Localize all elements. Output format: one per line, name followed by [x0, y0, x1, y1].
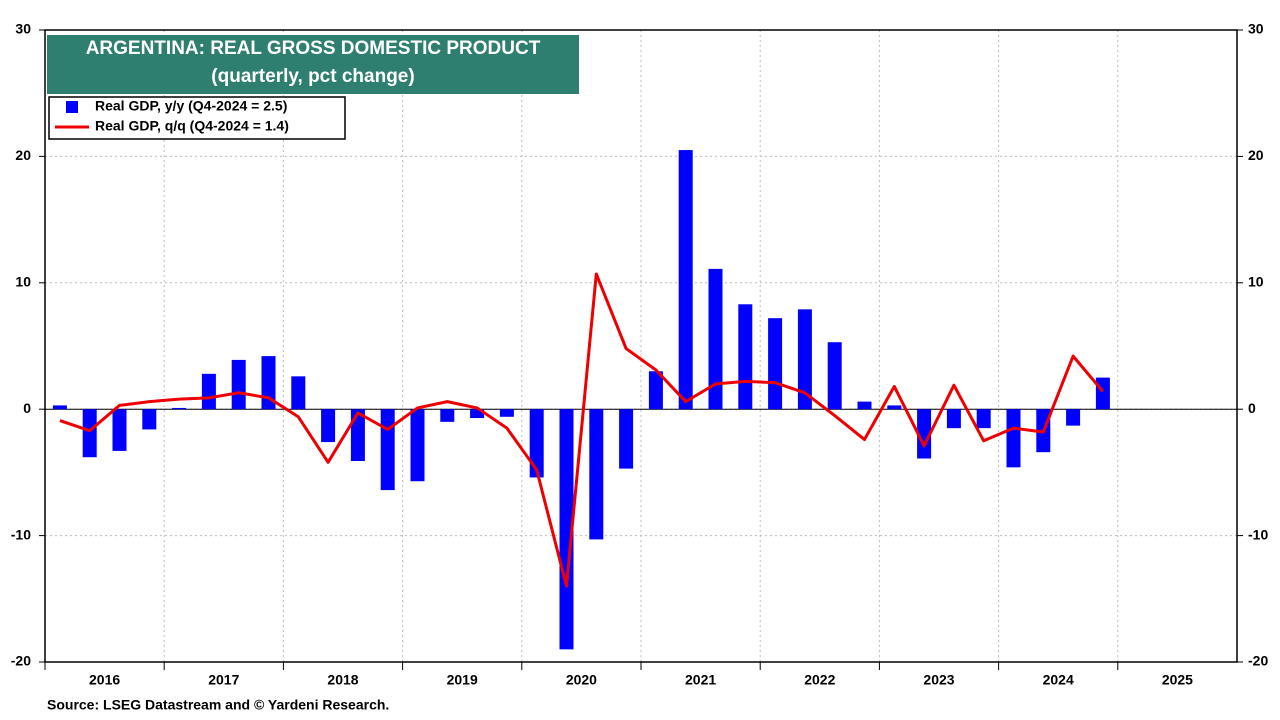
bar — [976, 409, 991, 429]
bar — [946, 409, 961, 429]
x-tick-label: 2016 — [89, 672, 120, 688]
bar — [1066, 409, 1081, 426]
legend-label: Real GDP, y/y (Q4-2024 = 2.5) — [95, 98, 287, 114]
source: Source: LSEG Datastream and © Yardeni Re… — [47, 697, 389, 713]
x-tick-label: 2025 — [1162, 672, 1193, 688]
x-tick-label: 2020 — [566, 672, 597, 688]
bar — [738, 304, 753, 410]
bar — [619, 409, 634, 469]
bar — [589, 409, 604, 540]
x-tick-label: 2022 — [804, 672, 835, 688]
y2-tick-label: 30 — [1248, 21, 1264, 37]
y2-tick-label: 0 — [1248, 400, 1256, 416]
line — [59, 272, 1105, 588]
bar — [52, 405, 67, 410]
bar — [827, 342, 842, 410]
bar — [648, 371, 663, 410]
x-tick-label: 2019 — [447, 672, 478, 688]
y2-tick-label: -10 — [1248, 526, 1268, 542]
y-tick-label: 0 — [23, 400, 31, 416]
x-tick-label: 2024 — [1043, 672, 1074, 688]
bar — [857, 401, 872, 410]
legend-label: Real GDP, q/q (Q4-2024 = 1.4) — [95, 118, 289, 134]
bar — [350, 409, 365, 462]
bar — [380, 409, 395, 491]
y-tick-label: -10 — [11, 526, 31, 542]
bar — [559, 409, 574, 650]
y-tick-label: 30 — [15, 21, 31, 37]
bar — [1006, 409, 1021, 468]
x-tick-label: 2021 — [685, 672, 716, 688]
bar — [470, 409, 485, 419]
bar — [321, 409, 336, 443]
chart-subtitle: (quarterly, pct change) — [211, 66, 414, 87]
x-tick-label: 2018 — [327, 672, 358, 688]
y2-tick-label: 10 — [1248, 274, 1264, 290]
bar — [768, 318, 783, 410]
bar — [529, 409, 544, 478]
bar — [678, 150, 693, 410]
bar — [797, 309, 812, 410]
legend-box — [48, 96, 346, 140]
y-tick-label: -20 — [11, 653, 31, 669]
bar — [499, 409, 514, 417]
x-tick-label: 2017 — [208, 672, 239, 688]
y2-tick-label: -20 — [1248, 653, 1268, 669]
bar — [82, 409, 97, 458]
bar — [142, 409, 157, 430]
bar — [231, 359, 246, 410]
bar — [440, 409, 455, 422]
bar — [112, 409, 127, 451]
plot-frame — [44, 29, 1238, 663]
bar — [172, 407, 187, 410]
y2-tick-label: 20 — [1248, 147, 1264, 163]
bar — [291, 376, 306, 410]
bar — [1095, 377, 1110, 410]
chart-title: ARGENTINA: REAL GROSS DOMESTIC PRODUCT — [86, 38, 541, 59]
bar — [708, 268, 723, 410]
y-tick-label: 10 — [15, 274, 31, 290]
title-box — [47, 35, 579, 94]
bar — [887, 405, 902, 410]
bar — [410, 409, 425, 482]
bar — [201, 373, 216, 410]
x-tick-label: 2023 — [923, 672, 954, 688]
legend-swatch — [66, 101, 78, 113]
y-tick-label: 20 — [15, 147, 31, 163]
bar — [917, 409, 932, 459]
